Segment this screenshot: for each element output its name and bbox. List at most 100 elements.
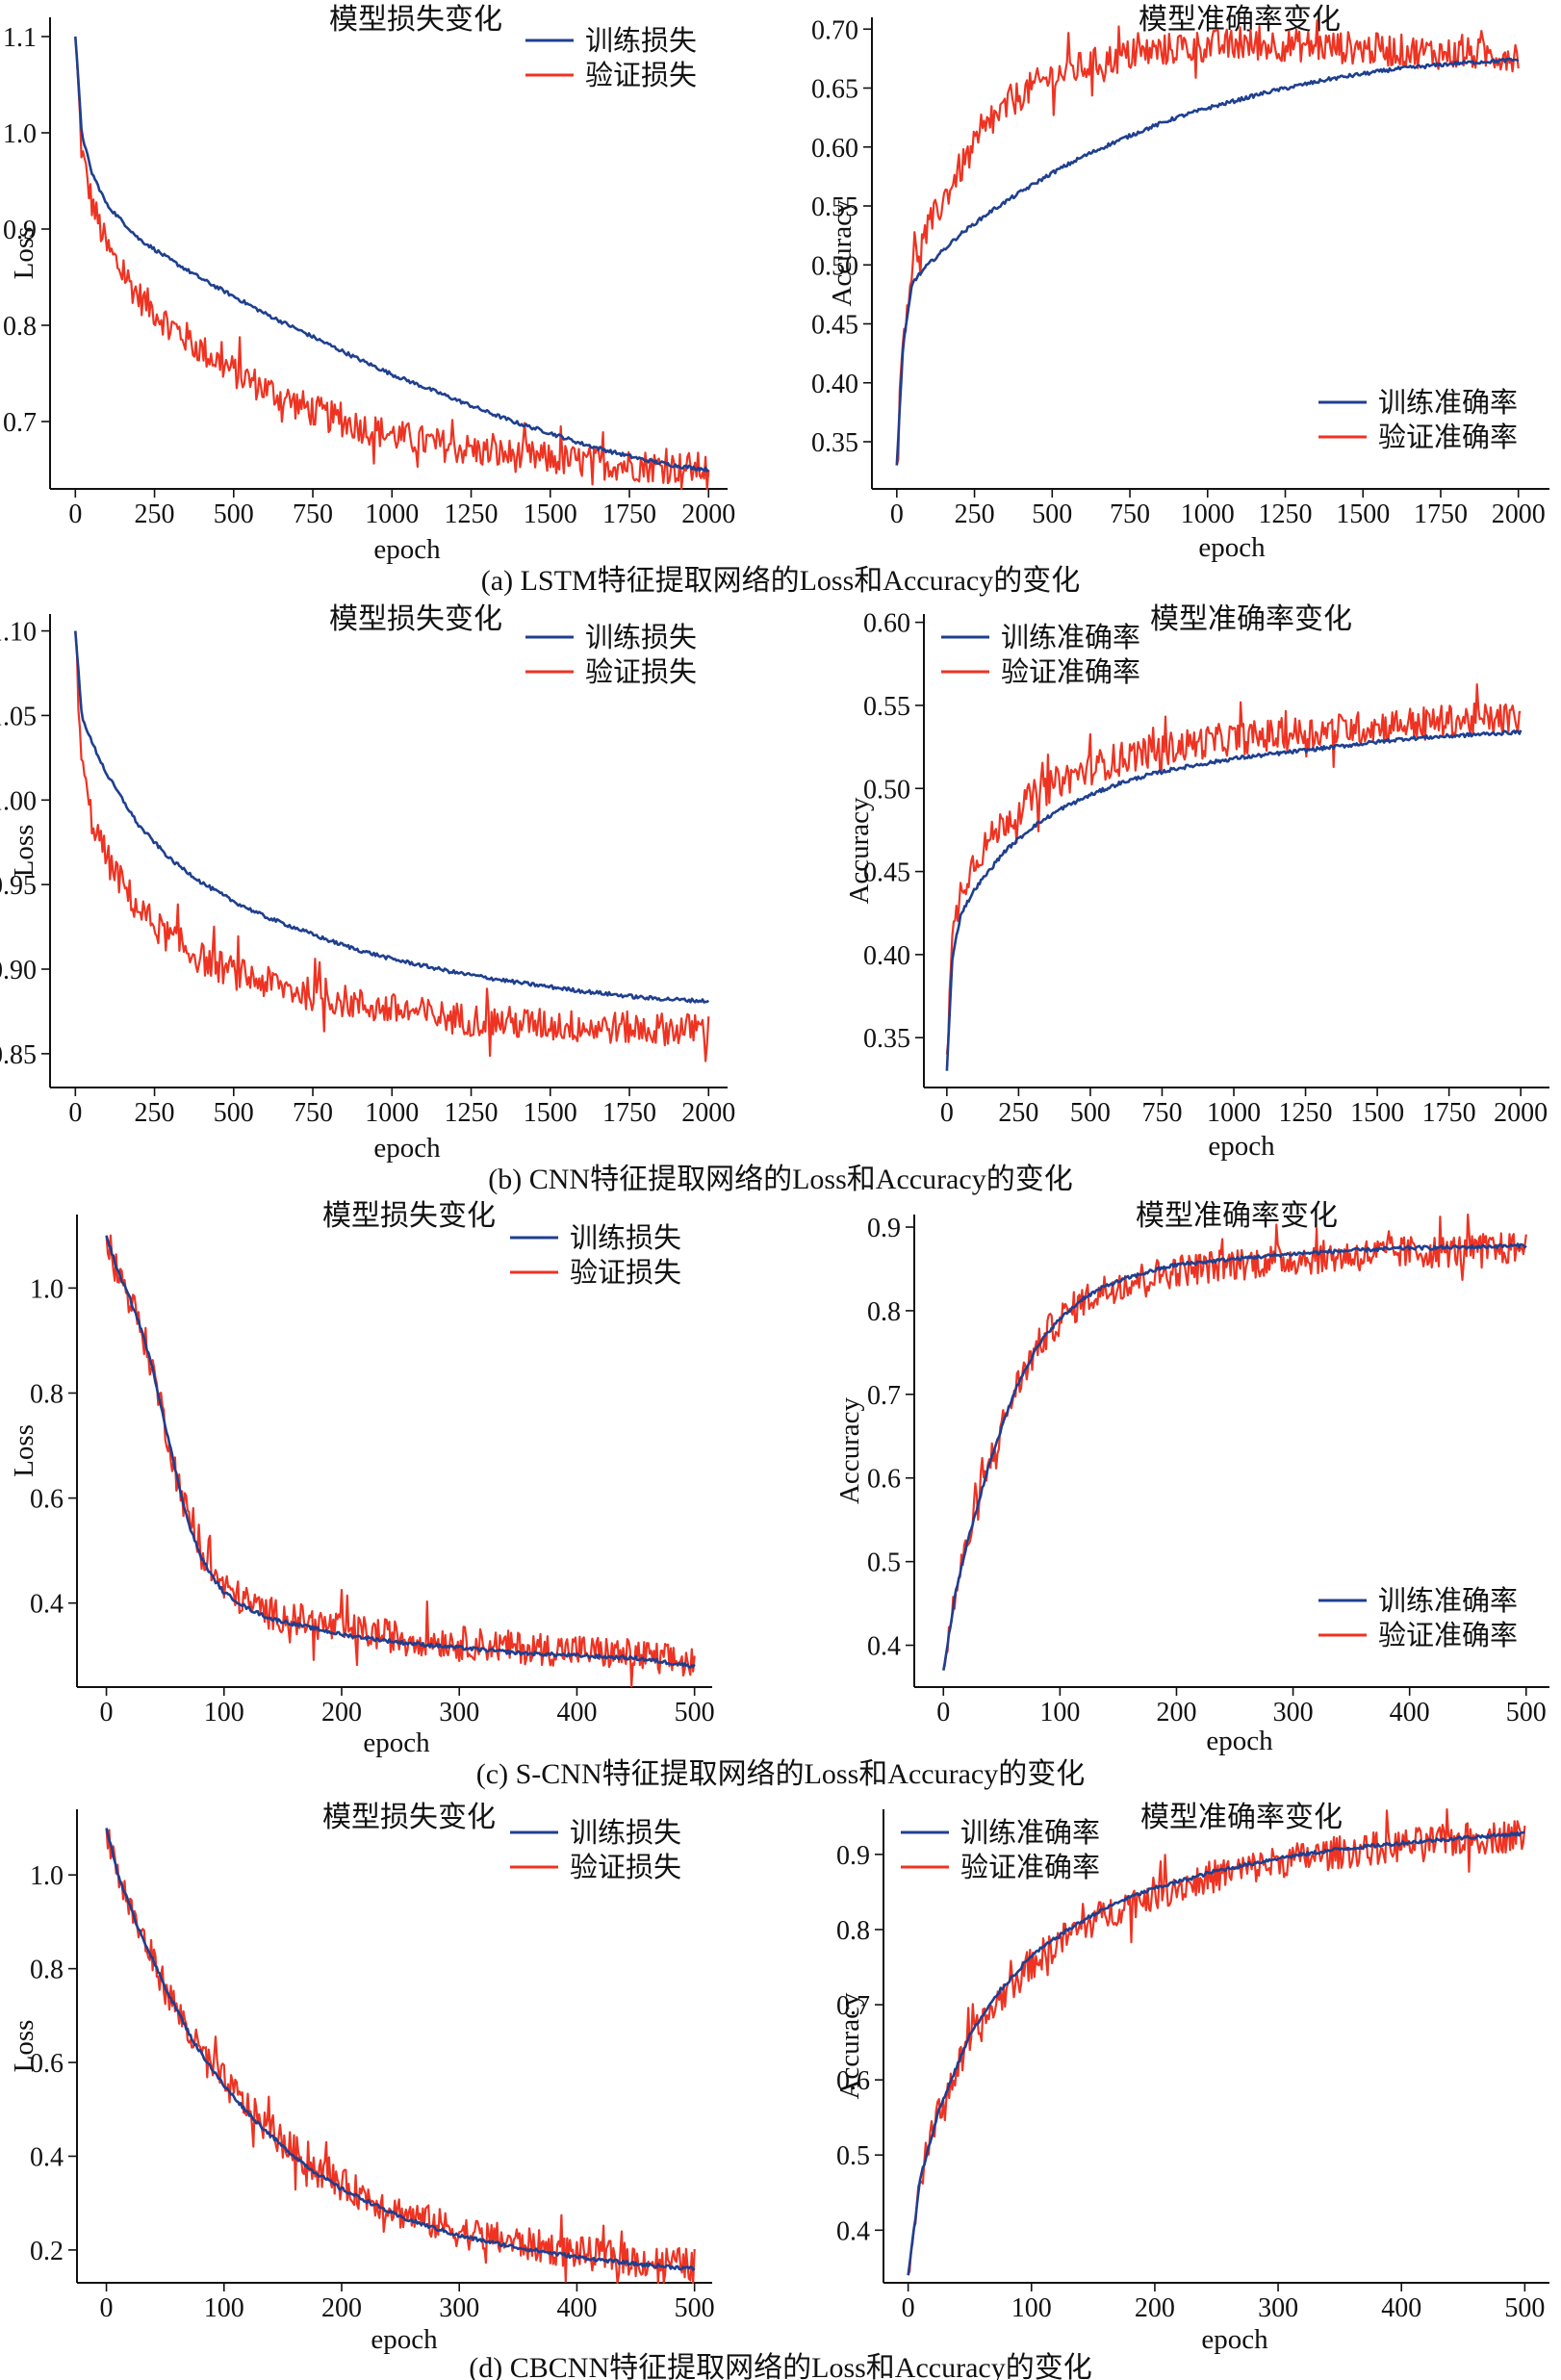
y-tick-label: 0.8: [867, 1297, 901, 1327]
x-tick-label: 500: [1070, 1098, 1111, 1128]
x-tick-label: 1000: [1207, 1098, 1261, 1128]
y-tick-label: 0.60: [863, 609, 910, 639]
x-axis-label: epoch: [363, 1727, 430, 1758]
x-tick-label: 2000: [681, 499, 735, 529]
legend-label: 验证准确率: [960, 1852, 1100, 1883]
y-tick-label: 0.90: [0, 956, 37, 985]
y-tick-label: 0.45: [863, 858, 910, 888]
x-tick-label: 0: [902, 2293, 915, 2323]
validation-series-line: [105, 1234, 696, 1688]
training-series-line: [907, 1830, 1525, 2276]
y-tick-label: 0.35: [863, 1024, 910, 1054]
y-tick-label: 0.50: [863, 775, 910, 805]
validation-series-line: [74, 36, 710, 491]
training-series-line: [105, 1828, 696, 2271]
chart-r0c1: 0 250 500 750 1000 1250 1500 1750 2000 0.35 0.40 0.…: [811, 4, 1549, 563]
validation-series-line: [907, 1807, 1526, 2276]
legend-label: 验证准确率: [1001, 656, 1140, 688]
y-tick-label: 0.85: [0, 1040, 37, 1070]
x-tick-label: 500: [675, 2293, 715, 2323]
y-tick-label: 1.0: [3, 119, 37, 149]
x-tick-label: 2000: [681, 1098, 735, 1128]
x-axis-label: epoch: [1208, 1131, 1275, 1162]
x-tick-label: 300: [1273, 1698, 1314, 1727]
y-axis-label: Accuracy: [834, 1992, 865, 2100]
chart-title: 模型损失变化: [322, 1200, 496, 1232]
x-tick-label: 1750: [602, 499, 656, 529]
x-tick-label: 1500: [524, 1098, 577, 1128]
y-axis-label: Loss: [9, 1424, 39, 1477]
y-tick-label: 0.9: [867, 1214, 901, 1243]
y-tick-label: 0.6: [836, 2066, 870, 2096]
x-tick-label: 1000: [365, 499, 419, 529]
validation-series-line: [74, 630, 710, 1062]
chart-r2c1: 0 100 200 300 400 500 0.4 0.5 0.6 0.7 0.8 0.9 模型准确率变…: [834, 1200, 1549, 1756]
x-tick-label: 1250: [445, 1098, 499, 1128]
validation-series-line: [945, 683, 1522, 1055]
y-tick-label: 1.10: [0, 618, 37, 648]
y-tick-label: 1.00: [0, 786, 37, 816]
y-tick-label: 0.7: [867, 1381, 901, 1411]
y-tick-label: 0.55: [811, 192, 858, 222]
legend-label: 训练准确率: [1378, 387, 1518, 419]
legend-label: 验证准确率: [1378, 422, 1518, 453]
chart-r1c1: 0 250 500 750 1000 1250 1500 1750 2000 0.35 0.40 0.…: [844, 603, 1549, 1162]
legend-label: 训练损失: [585, 25, 697, 57]
validation-series-line: [105, 1828, 696, 2285]
x-axis-label: epoch: [373, 534, 441, 565]
legend-label: 训练损失: [570, 1222, 681, 1254]
caption-d: (d) CBCNN特征提取网络的Loss和Accuracy的变化: [469, 2352, 1091, 2380]
x-tick-label: 200: [1135, 2293, 1175, 2323]
y-tick-label: 0.7: [3, 408, 37, 438]
legend-label: 训练准确率: [1001, 622, 1140, 653]
x-axis-label: epoch: [373, 1133, 441, 1164]
x-tick-label: 500: [1504, 2293, 1545, 2323]
y-tick-label: 0.9: [836, 1841, 870, 1871]
chart-title: 模型准确率变化: [1136, 1200, 1338, 1232]
y-tick-label: 1.05: [0, 702, 37, 731]
x-tick-label: 100: [1039, 1698, 1080, 1727]
x-tick-label: 1250: [1279, 1098, 1333, 1128]
x-tick-label: 750: [1110, 499, 1150, 529]
caption-a: (a) LSTM特征提取网络的Loss和Accuracy的变化: [481, 565, 1080, 597]
training-series-line: [942, 1242, 1527, 1671]
y-tick-label: 0.45: [811, 311, 858, 341]
x-tick-label: 300: [439, 1698, 479, 1727]
y-tick-label: 0.65: [811, 75, 858, 105]
y-tick-label: 0.40: [863, 941, 910, 971]
y-tick-label: 0.6: [30, 1485, 64, 1515]
training-series-line: [895, 57, 1520, 466]
y-tick-label: 0.8: [836, 1916, 870, 1946]
legend-label: 训练损失: [585, 622, 697, 653]
x-axis-label: epoch: [1201, 2324, 1268, 2355]
y-tick-label: 0.5: [867, 1548, 901, 1578]
y-tick-label: 1.1: [3, 23, 37, 53]
y-tick-label: 1.0: [30, 1274, 64, 1304]
y-axis-label: Accuracy: [844, 797, 875, 905]
x-tick-label: 1750: [1414, 499, 1468, 529]
charts-layer: 0 250 500 750 1000 1250 1500 1750 20000.70.80.91…: [0, 4, 1549, 2355]
x-tick-label: 300: [1258, 2293, 1298, 2323]
x-tick-label: 0: [940, 1098, 954, 1128]
y-tick-label: 0.6: [867, 1465, 901, 1495]
caption-c: (c) S-CNN特征提取网络的Loss和Accuracy的变化: [476, 1758, 1085, 1790]
x-tick-label: 0: [100, 2293, 114, 2323]
legend-label: 验证损失: [570, 1852, 681, 1883]
x-tick-label: 400: [1390, 1698, 1430, 1727]
y-tick-label: 0.55: [863, 692, 910, 722]
caption-b: (b) CNN特征提取网络的Loss和Accuracy的变化: [488, 1164, 1072, 1195]
chart-title: 模型损失变化: [329, 603, 502, 635]
x-tick-label: 500: [214, 1098, 254, 1128]
y-tick-label: 0.40: [811, 370, 858, 399]
x-tick-label: 1250: [1259, 499, 1313, 529]
chart-title: 模型损失变化: [322, 1802, 496, 1833]
x-axis-label: epoch: [371, 2324, 438, 2355]
y-tick-label: 0.70: [811, 15, 858, 45]
x-tick-label: 1750: [602, 1098, 656, 1128]
chart-title: 模型准确率变化: [1150, 603, 1352, 635]
y-tick-label: 0.4: [30, 2142, 64, 2172]
x-axis-label: epoch: [1198, 532, 1266, 563]
y-axis-label: Loss: [9, 227, 39, 280]
x-tick-label: 300: [439, 2293, 479, 2323]
validation-series-line: [942, 1213, 1527, 1671]
